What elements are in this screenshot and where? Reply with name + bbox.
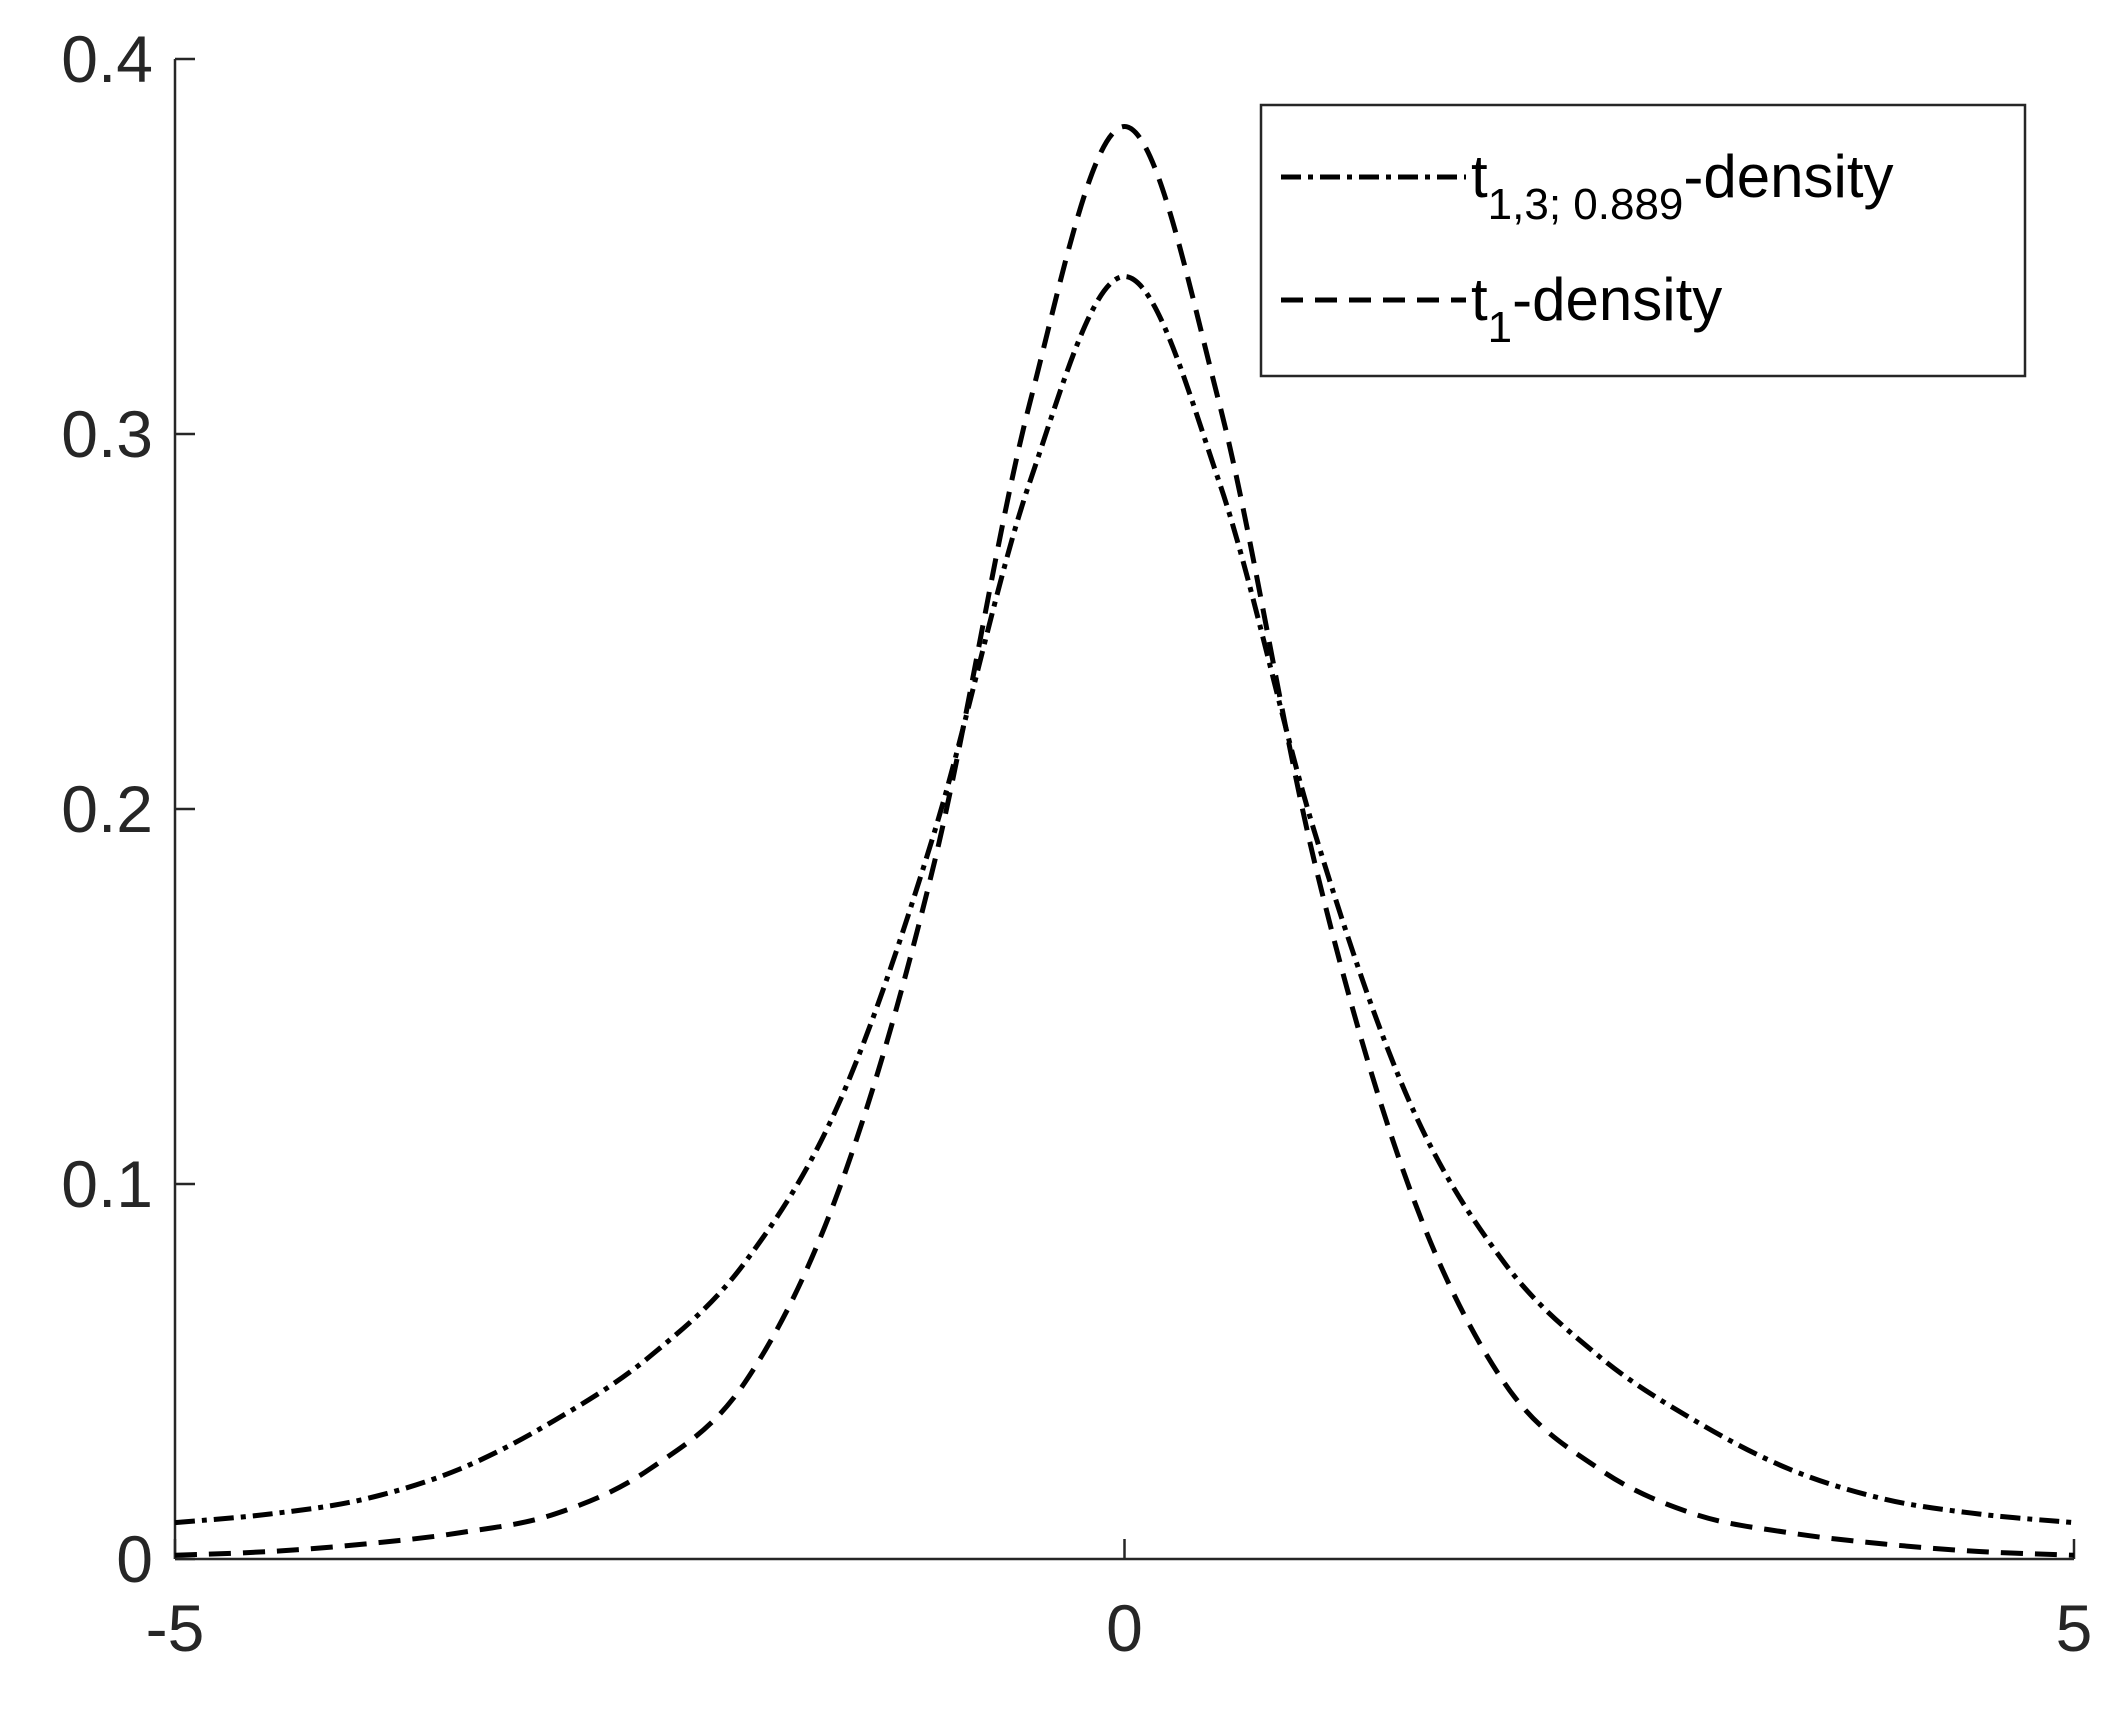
y-tick-label: 0.1 bbox=[61, 1147, 153, 1221]
x-tick-label: 5 bbox=[2056, 1591, 2093, 1665]
legend-label-suffix: -density bbox=[1683, 143, 1893, 210]
y-tick-label: 0 bbox=[116, 1522, 153, 1596]
legend-box bbox=[1259, 103, 2027, 378]
legend-label-sub: 1 bbox=[1488, 303, 1512, 352]
line-series bbox=[174, 273, 2075, 1526]
legend-label-sub: 1,3; 0.889 bbox=[1488, 180, 1684, 229]
line-series bbox=[174, 123, 2075, 1558]
y-tick-label: 0.2 bbox=[61, 772, 153, 846]
legend-label-base: t bbox=[1471, 143, 1488, 210]
y-tick-label: 0.4 bbox=[61, 22, 153, 96]
x-tick-label: 0 bbox=[1106, 1591, 1143, 1665]
legend-label: t1,3; 0.889-density bbox=[1471, 143, 1894, 229]
x-tick-label: -5 bbox=[146, 1591, 205, 1665]
legend-label-base: t bbox=[1471, 266, 1488, 333]
y-tick-label: 0.3 bbox=[61, 397, 153, 471]
legend-label-suffix: -density bbox=[1512, 266, 1722, 333]
legend-label: t1-density bbox=[1471, 266, 1722, 352]
